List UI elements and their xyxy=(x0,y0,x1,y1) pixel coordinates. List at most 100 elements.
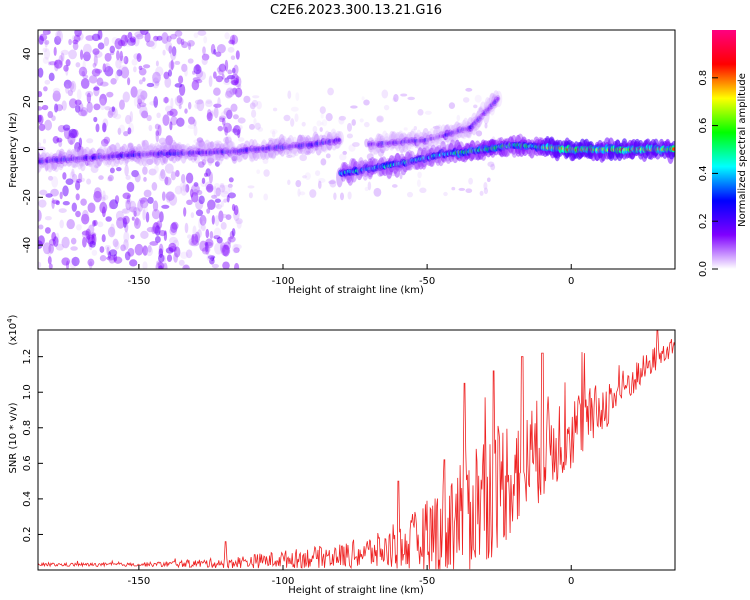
spectral-cell xyxy=(91,233,95,239)
spectral-cell xyxy=(86,178,92,185)
spectral-cell xyxy=(236,219,242,229)
spectral-cell xyxy=(227,192,236,199)
spectral-cell xyxy=(80,107,88,117)
spectral-cell xyxy=(458,129,462,133)
spectral-cell xyxy=(146,114,152,122)
spectral-cell xyxy=(184,222,189,234)
spectral-cell xyxy=(65,84,70,94)
snr-y-tick-label: 1.2 xyxy=(22,349,33,365)
spectral-cell xyxy=(146,226,155,233)
spectral-cell xyxy=(327,87,334,96)
spectral-cell xyxy=(198,218,203,230)
spectral-cell xyxy=(337,138,341,142)
spectral-cell xyxy=(107,176,113,182)
spectral-cell xyxy=(110,223,115,236)
spectral-cell xyxy=(190,212,195,219)
spectral-cell xyxy=(126,194,131,205)
spectral-cell xyxy=(192,77,201,82)
spectral-cell xyxy=(185,183,190,193)
spectral-cell xyxy=(219,184,226,193)
spectral-cell xyxy=(152,200,159,212)
spectral-cell xyxy=(180,38,185,46)
spectral-cell xyxy=(59,191,63,200)
spectral-cell xyxy=(209,231,214,239)
spectral-cell xyxy=(336,131,344,146)
spectral-cell xyxy=(171,46,177,57)
spectral-cell xyxy=(225,87,235,98)
spectral-cell xyxy=(123,231,130,243)
spectral-cell xyxy=(451,186,456,191)
spectral-cell xyxy=(169,226,177,236)
spectral-cell xyxy=(178,259,185,266)
spectral-cell xyxy=(199,240,208,252)
spectral-cell xyxy=(97,42,105,50)
spectral-cell xyxy=(137,199,144,212)
spectral-cell xyxy=(40,150,48,168)
spectral-cell xyxy=(492,90,500,108)
spectral-cell xyxy=(140,230,149,239)
spectral-cell xyxy=(372,142,376,146)
spectral-cell xyxy=(38,35,44,45)
spectral-cell xyxy=(193,146,201,164)
spectral-cell xyxy=(78,172,83,181)
spectral-cell xyxy=(374,148,382,152)
spectral-cell xyxy=(76,32,84,41)
spectral-cell xyxy=(155,60,159,67)
spectral-cell xyxy=(127,247,135,257)
spectral-cell xyxy=(68,49,77,60)
spectral-cell xyxy=(61,236,70,249)
spectral-cell xyxy=(134,216,139,226)
spectral-cell xyxy=(200,180,207,188)
spectral-cell xyxy=(195,79,203,84)
spectral-cell xyxy=(76,224,82,231)
spectral-cell xyxy=(672,147,675,151)
spectral-cell xyxy=(101,196,106,202)
spectral-cell xyxy=(297,188,301,197)
spectral-cell xyxy=(373,140,379,148)
spectral-cell xyxy=(458,187,466,191)
spectral-cell xyxy=(230,55,236,61)
spectral-cell xyxy=(125,114,132,125)
spectral-cell xyxy=(52,90,61,102)
spectral-cell xyxy=(148,168,157,176)
spectral-cell xyxy=(122,208,128,214)
spectral-cell xyxy=(213,186,217,198)
spectral-cell xyxy=(159,211,164,223)
spectral-cell xyxy=(182,181,187,193)
spectral-cell xyxy=(485,98,493,115)
spectral-cell xyxy=(317,177,326,184)
spectral-cell xyxy=(93,187,102,199)
spectral-cell xyxy=(51,115,56,122)
spectral-cell xyxy=(381,130,389,151)
spectral-cell xyxy=(93,50,103,58)
spectral-cell xyxy=(374,137,382,154)
spectral-cell xyxy=(165,135,172,147)
spectral-cell xyxy=(69,139,74,146)
spectral-cell xyxy=(489,93,497,101)
spectral-cell xyxy=(125,201,133,208)
spectral-cell xyxy=(287,90,292,100)
spectral-cell xyxy=(99,246,105,253)
spectral-cell xyxy=(228,236,236,243)
spectral-cell xyxy=(143,147,151,167)
spectral-cell xyxy=(174,83,183,88)
spectral-cell xyxy=(294,113,299,123)
spectral-cell xyxy=(69,82,75,90)
spectral-cell xyxy=(464,130,471,138)
spectral-cell xyxy=(112,238,119,248)
spectral-cell xyxy=(227,236,232,245)
spectral-cell xyxy=(76,89,82,101)
spectral-cell xyxy=(169,108,178,117)
spectral-cell xyxy=(193,32,199,39)
spectral-cell xyxy=(346,122,353,132)
spectral-cell xyxy=(160,169,166,180)
spectral-cell xyxy=(187,39,195,47)
spectral-cell xyxy=(213,227,222,238)
spectral-cell xyxy=(133,210,137,217)
spectral-cell xyxy=(38,106,43,111)
spectral-cell xyxy=(129,111,133,123)
spectral-cell xyxy=(149,241,159,246)
spectral-cell xyxy=(165,191,175,201)
spectral-cell xyxy=(268,137,274,142)
spectral-cell xyxy=(114,241,120,250)
